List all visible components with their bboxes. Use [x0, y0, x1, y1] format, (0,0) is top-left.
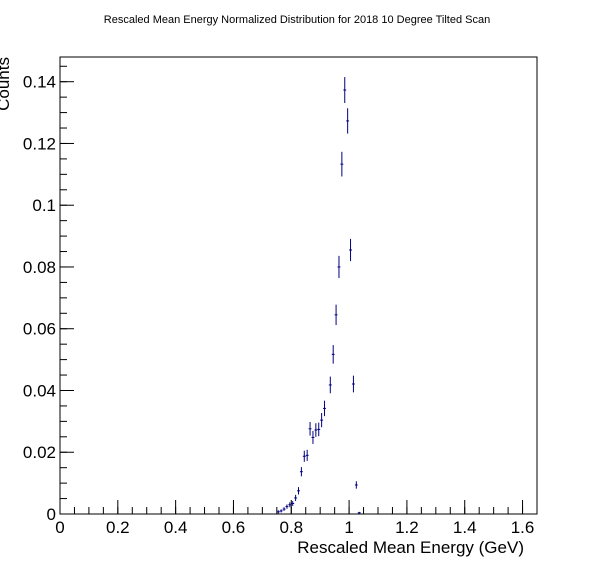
y-axis-tick-labels: 0 0.02 0.04 0.06 0.08 0.1 0.12 0.14: [23, 73, 56, 524]
x-tick-label: 0.8: [279, 518, 303, 537]
data-point: [357, 511, 361, 514]
y-tick-label: 0.06: [23, 320, 56, 339]
data-point: [308, 421, 312, 436]
data-point: [282, 507, 286, 511]
x-tick-label: 1.6: [511, 518, 535, 537]
data-point: [317, 422, 321, 437]
x-tick-label: 0.2: [106, 518, 130, 537]
data-point: [331, 345, 335, 364]
y-tick-label: 0.08: [23, 258, 56, 277]
chart-title: Rescaled Mean Energy Normalized Distribu…: [104, 14, 490, 26]
data-point: [297, 487, 300, 495]
data-point: [299, 467, 303, 477]
data-point: [302, 450, 306, 462]
data-point: [276, 510, 280, 514]
data-point: [343, 77, 347, 104]
y-tick-label: 0.14: [23, 73, 56, 92]
y-axis-title: Counts: [0, 57, 13, 111]
plot-frame: [59, 56, 538, 515]
data-point: [351, 375, 355, 393]
x-tick-label: 1.4: [453, 518, 477, 537]
x-tick-label: 0.4: [164, 518, 188, 537]
data-point: [305, 449, 309, 461]
data-point: [346, 108, 350, 134]
y-tick-label: 0: [47, 505, 56, 524]
x-tick-label: 0.6: [222, 518, 246, 537]
data-point: [337, 255, 341, 279]
x-tick-label: 1: [344, 518, 353, 537]
y-tick-label: 0.04: [23, 381, 56, 400]
data-point: [291, 501, 295, 506]
data-point: [320, 413, 324, 428]
data-point: [285, 504, 289, 509]
x-tick-label: 0: [55, 518, 64, 537]
y-tick-label: 0.12: [23, 134, 56, 153]
x-axis-ticks: [59, 500, 538, 514]
x-axis-title: Rescaled Mean Energy (GeV): [297, 538, 524, 557]
data-point: [334, 304, 338, 326]
data-point: [294, 494, 298, 502]
data-point: [349, 238, 352, 262]
data-point: [340, 151, 344, 177]
data-point: [311, 430, 315, 444]
y-tick-label: 0.1: [32, 196, 56, 215]
data-point: [328, 376, 332, 394]
data-point: [323, 400, 326, 417]
x-axis-tick-labels: 0 0.2 0.4 0.6 0.8 1 1.2 1.4 1.6: [55, 518, 534, 537]
data-points: [276, 77, 361, 514]
data-point: [288, 502, 292, 508]
data-point: [314, 423, 318, 437]
data-point: [354, 481, 358, 489]
y-axis-ticks: [60, 65, 74, 515]
x-tick-label: 1.2: [395, 518, 419, 537]
y-tick-label: 0.02: [23, 443, 56, 462]
data-point: [279, 509, 283, 513]
